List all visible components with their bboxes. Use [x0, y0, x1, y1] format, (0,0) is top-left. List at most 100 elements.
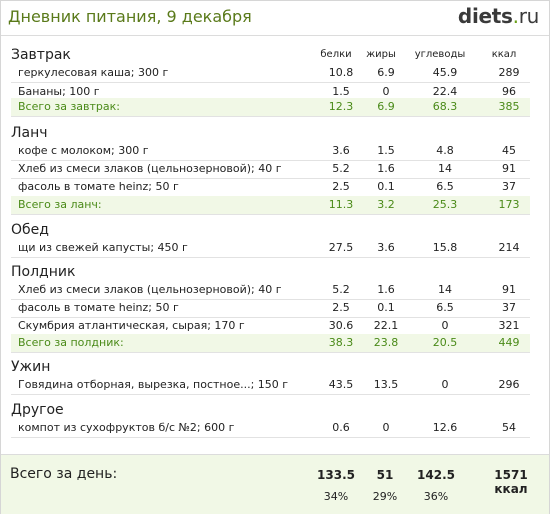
kcal-value: 289	[498, 66, 520, 79]
kcal-value: 321	[498, 319, 520, 332]
section-total-row: Всего за ланч: 11.3 3.2 25.3 173	[11, 196, 530, 215]
section-title-snack: Полдник	[11, 264, 76, 280]
table-row: Говядина отборная, вырезка, постное...; …	[11, 376, 530, 395]
kcal-value: 173	[498, 198, 520, 211]
kcal-value: 91	[502, 283, 516, 296]
carbs-value: 22.4	[432, 85, 458, 98]
food-name: кофе с молоком; 300 г	[18, 144, 149, 157]
section-total-row: Всего за завтрак: 12.3 6.9 68.3 385	[11, 98, 530, 117]
day-carbs-value: 142.5	[417, 468, 455, 482]
protein-value: 5.2	[332, 283, 350, 296]
day-total-panel: Всего за день: 133.5 51 142.5 1571 ккал …	[1, 454, 549, 514]
food-name: геркулесовая каша; 300 г	[18, 66, 169, 79]
kcal-value: 385	[498, 100, 520, 113]
day-carbs-percent: 36%	[423, 490, 449, 503]
section-total-row: Всего за полдник: 38.3 23.8 20.5 449	[11, 334, 530, 353]
fat-value: 23.8	[373, 336, 399, 349]
protein-value: 12.3	[328, 100, 354, 113]
protein-value: 27.5	[328, 241, 354, 254]
table-row: Хлеб из смеси злаков (цельнозерновой); 4…	[11, 281, 530, 300]
protein-value: 30.6	[328, 319, 354, 332]
total-label: Всего за полдник:	[18, 336, 124, 349]
kcal-value: 54	[502, 421, 516, 434]
carbs-value: 0	[441, 319, 449, 332]
fat-value: 0	[382, 85, 390, 98]
carbs-value: 0	[441, 378, 449, 391]
fat-value: 22.1	[373, 319, 399, 332]
day-kcal-value: 1571 ккал	[494, 468, 528, 496]
column-header-kcal: ккал	[491, 49, 517, 60]
food-name: Хлеб из смеси злаков (цельнозерновой); 4…	[18, 283, 282, 296]
carbs-value: 14	[438, 162, 452, 175]
kcal-value: 37	[502, 180, 516, 193]
section-title-breakfast: Завтрак	[11, 47, 71, 63]
food-name: Хлеб из смеси злаков (цельнозерновой); 4…	[18, 162, 282, 175]
day-fat-percent: 29%	[372, 490, 398, 503]
fat-value: 3.6	[377, 241, 395, 254]
protein-value: 11.3	[328, 198, 354, 211]
carbs-value: 14	[438, 283, 452, 296]
day-total-label: Всего за день:	[10, 466, 118, 482]
fat-value: 0.1	[377, 180, 395, 193]
table-row: Скумбрия атлантическая, сырая; 170 г 30.…	[11, 317, 530, 336]
kcal-value: 45	[502, 144, 516, 157]
fat-value: 1.6	[377, 162, 395, 175]
table-row: Хлеб из смеси злаков (цельнозерновой); 4…	[11, 160, 530, 179]
logo-dot: .	[512, 4, 519, 28]
protein-value: 2.5	[332, 180, 350, 193]
section-title-supper: Ужин	[11, 359, 51, 375]
protein-value: 5.2	[332, 162, 350, 175]
table-row: кофе с молоком; 300 г 3.6 1.5 4.8 45	[11, 142, 530, 161]
food-name: компот из сухофруктов б/с №2; 600 г	[18, 421, 235, 434]
logo-main: diets	[457, 4, 513, 28]
fat-value: 0	[382, 421, 390, 434]
page-title: Дневник питания, 9 декабря	[8, 7, 252, 26]
total-label: Всего за завтрак:	[18, 100, 121, 113]
protein-value: 0.6	[332, 421, 350, 434]
table-row: компот из сухофруктов б/с №2; 600 г 0.6 …	[11, 419, 530, 438]
table-row: фасоль в томате heinz; 50 г 2.5 0.1 6.5 …	[11, 178, 530, 197]
day-protein-percent: 34%	[323, 490, 349, 503]
kcal-value: 91	[502, 162, 516, 175]
food-name: Скумбрия атлантическая, сырая; 170 г	[18, 319, 245, 332]
protein-value: 1.5	[332, 85, 350, 98]
kcal-value: 214	[498, 241, 520, 254]
protein-value: 2.5	[332, 301, 350, 314]
carbs-value: 4.8	[436, 144, 454, 157]
day-protein-value: 133.5	[317, 468, 355, 482]
food-name: Говядина отборная, вырезка, постное...; …	[18, 378, 289, 391]
kcal-value: 449	[498, 336, 520, 349]
food-name: щи из свежей капусты; 450 г	[18, 241, 188, 254]
carbs-value: 25.3	[432, 198, 458, 211]
fat-value: 13.5	[373, 378, 399, 391]
fat-value: 1.5	[377, 144, 395, 157]
carbs-value: 68.3	[432, 100, 458, 113]
protein-value: 3.6	[332, 144, 350, 157]
day-fat-value: 51	[376, 468, 394, 482]
diets-logo[interactable]: diets.ru	[458, 4, 539, 28]
section-title-dinner: Обед	[11, 222, 49, 238]
food-name: Бананы; 100 г	[18, 85, 100, 98]
fat-value: 3.2	[377, 198, 395, 211]
kcal-value: 96	[502, 85, 516, 98]
fat-value: 1.6	[377, 283, 395, 296]
kcal-value: 37	[502, 301, 516, 314]
carbs-value: 12.6	[432, 421, 458, 434]
carbs-value: 15.8	[432, 241, 458, 254]
section-title-other: Другое	[11, 402, 64, 418]
table-row: геркулесовая каша; 300 г 10.8 6.9 45.9 2…	[11, 64, 530, 83]
kcal-value: 296	[498, 378, 520, 391]
fat-value: 0.1	[377, 301, 395, 314]
carbs-value: 45.9	[432, 66, 458, 79]
column-header-carbs: углеводы	[414, 49, 466, 60]
carbs-value: 6.5	[436, 180, 454, 193]
fat-value: 6.9	[377, 100, 395, 113]
protein-value: 10.8	[328, 66, 354, 79]
table-row: щи из свежей капусты; 450 г 27.5 3.6 15.…	[11, 239, 530, 258]
table-row: фасоль в томате heinz; 50 г 2.5 0.1 6.5 …	[11, 299, 530, 318]
logo-tld: ru	[518, 4, 540, 28]
protein-value: 43.5	[328, 378, 354, 391]
food-name: фасоль в томате heinz; 50 г	[18, 180, 179, 193]
column-header-fat: жиры	[366, 49, 396, 60]
